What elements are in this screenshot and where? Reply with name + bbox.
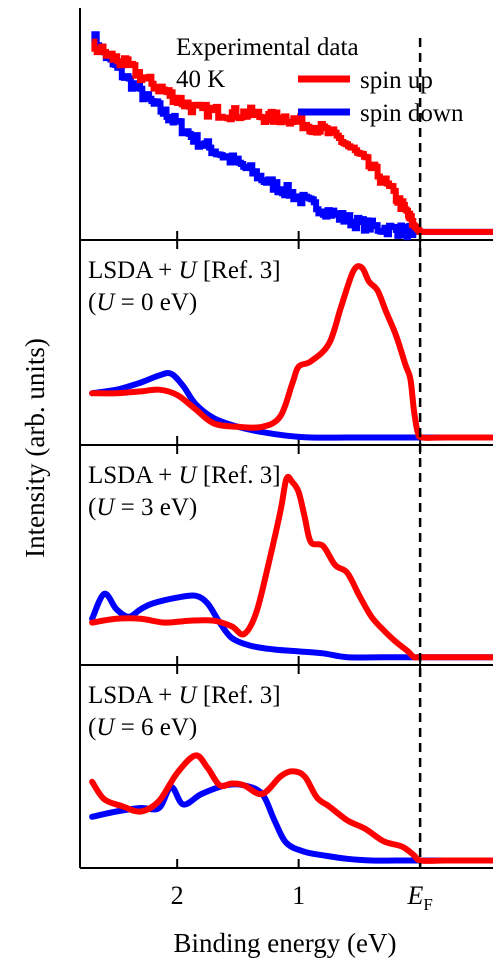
y-axis-label: Intensity (arb. units): [20, 338, 50, 558]
panel-label-line: LSDA + U [Ref. 3]: [88, 257, 281, 284]
series-line-spin-down: [89, 590, 493, 661]
panel-label-line: LSDA + U [Ref. 3]: [88, 682, 281, 709]
x-axis-ticks: 2 1 EF: [171, 881, 433, 914]
panel-2: LSDA + U [Ref. 3] (U = 3 eV): [88, 445, 493, 665]
series-line-spin-up: [89, 263, 493, 441]
series-line-spin-down: [89, 781, 493, 864]
panel-label-line: 40 K: [176, 66, 225, 93]
panels-group: Experimental data 40 K spin up spin down LSD…: [79, 8, 493, 869]
x-axis-label: Binding energy (eV): [174, 928, 397, 958]
x-tick-label: 1: [292, 881, 305, 910]
legend-label: spin down: [360, 100, 464, 127]
panel-label-line: (U = 0 eV): [88, 289, 197, 316]
panel-label-line: (U = 3 eV): [88, 494, 197, 521]
panel-label-line: LSDA + U [Ref. 3]: [88, 462, 281, 489]
panel-3: LSDA + U [Ref. 3] (U = 6 eV): [88, 665, 493, 868]
series-line-spin-down: [91, 31, 493, 241]
legend-label: spin up: [360, 67, 433, 94]
series-line-spin-up: [89, 473, 493, 661]
series-line-spin-up: [91, 38, 493, 235]
x-tick-label: 2: [171, 881, 184, 910]
series-line-spin-up: [89, 752, 493, 864]
panel-label-line: Experimental data: [176, 34, 359, 61]
panel-label-line: (U = 6 eV): [88, 714, 197, 741]
x-tick-label: EF: [406, 881, 432, 914]
panel-1: LSDA + U [Ref. 3] (U = 0 eV): [88, 240, 493, 445]
panel-0: Experimental data 40 K spin up spin down: [91, 31, 493, 241]
